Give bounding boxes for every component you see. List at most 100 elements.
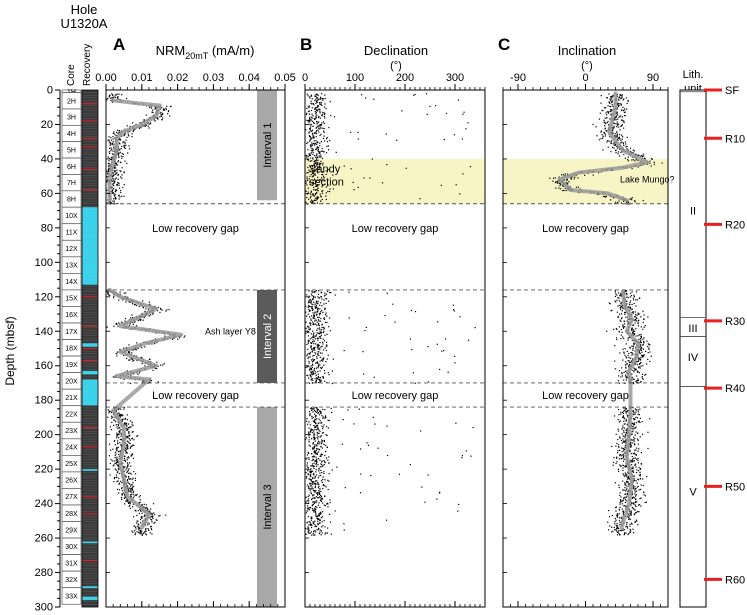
data-point [311, 307, 313, 310]
data-point [160, 308, 162, 311]
data-point [643, 340, 645, 343]
data-point [115, 190, 117, 192]
data-point [329, 499, 331, 501]
data-point [124, 503, 126, 505]
data-point [134, 479, 136, 482]
data-point [641, 420, 643, 423]
data-point [323, 127, 325, 130]
data-point [625, 290, 627, 292]
data-point [617, 139, 619, 141]
data-point [108, 443, 111, 445]
data-point [328, 374, 330, 376]
data-point [139, 530, 142, 532]
data-point [306, 172, 308, 174]
data-point [313, 438, 315, 441]
data-point [605, 112, 607, 114]
data-point [607, 112, 610, 114]
data-point [622, 142, 624, 144]
data-point [308, 444, 310, 446]
data-point [618, 116, 620, 118]
data-point [618, 454, 621, 456]
data-point [126, 446, 128, 448]
data-point [319, 488, 321, 490]
data-point [321, 453, 324, 456]
data-point [639, 337, 641, 340]
data-point [634, 444, 636, 446]
data-point [115, 322, 117, 325]
data-point [132, 424, 134, 427]
data-point [311, 368, 313, 371]
data-point [307, 159, 309, 161]
data-point [322, 360, 324, 362]
data-point [312, 429, 314, 431]
data-point [315, 148, 318, 150]
data-point [363, 373, 365, 375]
data-point [316, 453, 319, 455]
data-point [312, 448, 315, 450]
data-point [313, 346, 315, 349]
data-point [167, 110, 170, 113]
data-point [634, 443, 636, 445]
data-point [126, 436, 129, 438]
data-point [320, 513, 322, 515]
data-point [306, 294, 308, 296]
data-point [634, 316, 636, 318]
data-point [640, 359, 642, 361]
data-point [119, 430, 121, 432]
data-point [315, 307, 317, 309]
data-point [124, 422, 126, 424]
data-point [317, 150, 319, 152]
data-point [317, 187, 319, 190]
data-point [122, 153, 124, 155]
data-point [626, 320, 628, 322]
data-point [622, 348, 624, 350]
data-point [119, 293, 121, 295]
data-point [626, 294, 628, 296]
data-point [642, 153, 644, 155]
data-point [455, 422, 457, 424]
data-point [623, 326, 625, 328]
data-point [328, 456, 330, 458]
data-point [309, 97, 311, 99]
data-point [127, 446, 129, 448]
data-point [319, 135, 321, 137]
data-point [309, 521, 311, 523]
data-point [639, 417, 641, 419]
data-point [132, 492, 134, 494]
data-point [310, 323, 312, 325]
data-point [317, 108, 320, 110]
data-point [306, 507, 308, 509]
data-point [313, 502, 315, 504]
data-point [315, 197, 317, 199]
data-point [647, 343, 649, 345]
data-point [115, 164, 118, 166]
data-point [628, 306, 630, 308]
data-point [322, 478, 324, 481]
data-point [112, 142, 114, 145]
data-point [366, 442, 368, 444]
data-point [136, 514, 138, 517]
data-point [129, 435, 131, 437]
data-point [633, 436, 635, 438]
data-point [329, 521, 332, 523]
data-point [323, 357, 325, 359]
data-point [324, 380, 326, 382]
data-point [123, 493, 126, 495]
data-point [385, 519, 388, 521]
data-point [440, 184, 443, 186]
data-point [314, 296, 316, 298]
data-point [575, 175, 577, 177]
data-point [123, 354, 125, 357]
data-point [112, 132, 114, 135]
data-point [317, 442, 319, 444]
data-point [311, 459, 313, 462]
core-label: 10X [65, 213, 78, 220]
data-point [334, 510, 336, 512]
data-point [318, 116, 320, 119]
core-label: 32X [65, 577, 78, 584]
data-point [631, 199, 633, 201]
data-point [310, 428, 312, 430]
data-point [306, 484, 309, 486]
core-label: 23X [65, 428, 78, 435]
data-point [626, 414, 629, 416]
